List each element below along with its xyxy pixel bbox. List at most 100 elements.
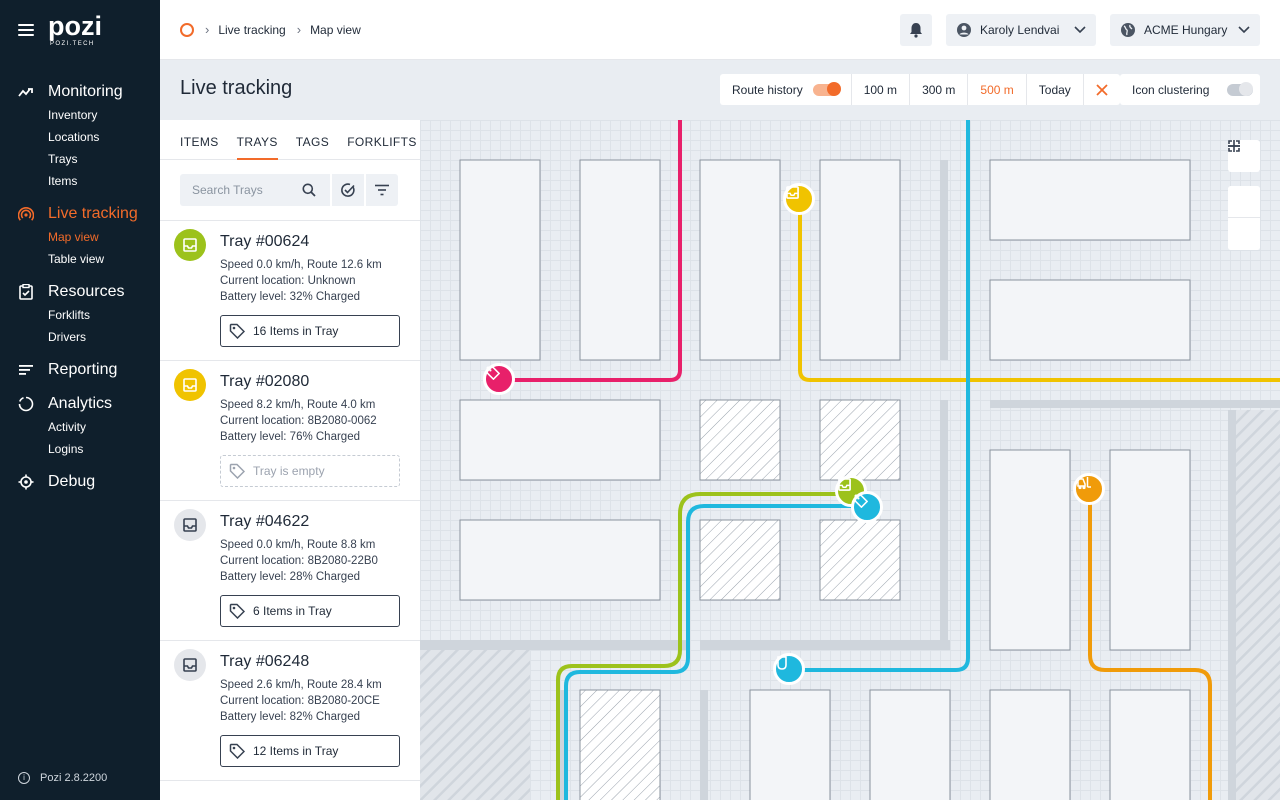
- warehouse-map[interactable]: [420, 120, 1280, 800]
- reporting-icon: [18, 362, 34, 378]
- live-tracking-icon: [18, 206, 34, 222]
- range-500m-button[interactable]: 500 m: [968, 74, 1027, 105]
- route-history-toggle[interactable]: Route history: [720, 74, 852, 105]
- badge-marker[interactable]: [773, 653, 805, 685]
- list-item[interactable]: Tray #02080 Speed 8.2 km/h, Route 4.0 km…: [160, 361, 420, 501]
- sidebar-item-label: Debug: [48, 473, 96, 490]
- zoom-controls: [1228, 140, 1260, 250]
- tray-items-button: Tray is empty: [220, 455, 400, 487]
- version-label: Pozi 2.8.2200: [40, 772, 108, 784]
- notifications-button[interactable]: [900, 14, 932, 46]
- map-layer: [420, 120, 1280, 800]
- tray-marker[interactable]: [783, 183, 815, 215]
- route-history-switch[interactable]: [812, 81, 841, 96]
- tag-icon: [229, 323, 245, 339]
- home-icon[interactable]: [180, 22, 194, 37]
- tray-name: Tray #02080: [220, 373, 310, 390]
- tray-avatar: [174, 369, 206, 401]
- tray-name: Tray #04622: [220, 513, 310, 530]
- map-controls: Route history 100 m 300 m 500 m Today: [720, 74, 1120, 105]
- sidebar-item-reporting[interactable]: Reporting: [0, 358, 160, 382]
- tray-items-button[interactable]: 12 Items in Tray: [220, 735, 400, 767]
- tag-marker[interactable]: [483, 363, 515, 395]
- tab-tags[interactable]: TAGS: [295, 135, 330, 149]
- sidebar-subitem-logins[interactable]: Logins: [48, 442, 84, 456]
- tray-location: Current location: 8B2080-20CE: [220, 695, 380, 707]
- search-input[interactable]: [192, 183, 302, 197]
- tag-icon: [229, 463, 245, 479]
- tag-marker[interactable]: [851, 491, 883, 523]
- topbar: › Live tracking › Map view Karoly Lendva…: [160, 0, 1280, 60]
- sidebar-subitem-inventory[interactable]: Inventory: [48, 108, 98, 122]
- sidebar-item-debug[interactable]: Debug: [0, 470, 160, 494]
- filter-button[interactable]: [366, 174, 398, 206]
- tray-speed: Speed 8.2 km/h, Route 4.0 km: [220, 399, 376, 411]
- sidebar-item-resources[interactable]: Resources: [0, 280, 160, 304]
- tab-items[interactable]: ITEMS: [180, 135, 219, 149]
- range-today-button[interactable]: Today: [1027, 74, 1084, 105]
- tray-speed: Speed 0.0 km/h, Route 12.6 km: [220, 259, 382, 271]
- logo[interactable]: pozi POZI.TECH: [48, 13, 102, 48]
- sidebar-subitem-table-view[interactable]: Table view: [48, 252, 105, 266]
- icon-clustering-label: Icon clustering: [1132, 82, 1210, 97]
- tray-battery: Battery level: 76% Charged: [220, 431, 360, 443]
- clear-range-button[interactable]: [1084, 74, 1120, 105]
- tray-items-button[interactable]: 16 Items in Tray: [220, 315, 400, 347]
- panel-tabs: ITEMS TRAYS TAGS FORKLIFTS: [160, 120, 420, 160]
- zoom-out-button[interactable]: [1228, 145, 1260, 250]
- tray-avatar: [174, 649, 206, 681]
- tray-items-label: 16 Items in Tray: [253, 324, 339, 338]
- fullscreen-button[interactable]: [1228, 140, 1260, 172]
- forklift-marker[interactable]: [1073, 473, 1105, 505]
- zoom-in-button[interactable]: [1228, 140, 1260, 218]
- search-icon[interactable]: [302, 183, 316, 197]
- filter-icon: [375, 184, 389, 196]
- sidebar-subitem-forklifts[interactable]: Forklifts: [48, 308, 90, 322]
- chevron-down-icon: [1238, 26, 1250, 34]
- chevron-down-icon: [1074, 26, 1086, 34]
- nav-group-resources: Resources Forklifts Drivers: [0, 280, 160, 348]
- sidebar-subitem-drivers[interactable]: Drivers: [48, 330, 86, 344]
- tag-icon: [229, 743, 245, 759]
- select-all-button[interactable]: [332, 174, 364, 206]
- tab-trays[interactable]: TRAYS: [236, 120, 278, 160]
- sidebar-subitem-map-view[interactable]: Map view: [48, 230, 99, 244]
- icon-clustering-toggle[interactable]: Icon clustering: [1120, 74, 1260, 105]
- sidebar-item-live-tracking[interactable]: Live tracking: [0, 202, 160, 226]
- page-title: Live tracking: [180, 77, 293, 99]
- list-item[interactable]: Tray #00624 Speed 0.0 km/h, Route 12.6 k…: [160, 221, 420, 361]
- user-menu[interactable]: Karoly Lendvai: [946, 14, 1096, 46]
- logo-subtext: POZI.TECH: [50, 41, 95, 47]
- tray-battery: Battery level: 32% Charged: [220, 291, 360, 303]
- range-300m-button[interactable]: 300 m: [910, 74, 969, 105]
- breadcrumb-map-view[interactable]: Map view: [310, 22, 361, 37]
- bell-icon: [910, 23, 922, 38]
- sidebar-item-label: Live tracking: [48, 205, 138, 222]
- debug-icon: [18, 474, 34, 490]
- tray-items-button[interactable]: 6 Items in Tray: [220, 595, 400, 627]
- sidebar-subitem-locations[interactable]: Locations: [48, 130, 100, 144]
- breadcrumb-live-tracking[interactable]: Live tracking: [218, 22, 286, 37]
- nav-group-debug: Debug: [0, 470, 160, 494]
- list-item[interactable]: Tray #06248 Speed 2.6 km/h, Route 28.4 k…: [160, 641, 420, 781]
- menu-icon[interactable]: [18, 24, 34, 36]
- tray-name: Tray #06248: [220, 653, 310, 670]
- sidebar-subitem-trays[interactable]: Trays: [48, 152, 78, 166]
- sidebar-item-analytics[interactable]: Analytics: [0, 392, 160, 416]
- icon-clustering-switch[interactable]: [1227, 81, 1254, 96]
- organization-menu[interactable]: ACME Hungary: [1110, 14, 1260, 46]
- tray-battery: Battery level: 82% Charged: [220, 711, 360, 723]
- list-item[interactable]: Tray #04622 Speed 0.0 km/h, Route 8.8 km…: [160, 501, 420, 641]
- tray-name: Tray #00624: [220, 233, 310, 250]
- organization-name: ACME Hungary: [1144, 23, 1228, 37]
- sidebar-subitem-items[interactable]: Items: [48, 174, 78, 188]
- range-100m-button[interactable]: 100 m: [852, 74, 911, 105]
- tag-icon: [486, 366, 500, 380]
- sidebar-item-monitoring[interactable]: Monitoring: [0, 80, 160, 104]
- tab-forklifts[interactable]: FORKLIFTS: [347, 135, 417, 149]
- fullscreen-icon: [1228, 140, 1240, 152]
- nav-group-analytics: Analytics Activity Logins: [0, 392, 160, 460]
- close-icon: [1096, 83, 1108, 96]
- tray-icon: [838, 478, 851, 491]
- sidebar-subitem-activity[interactable]: Activity: [48, 420, 87, 434]
